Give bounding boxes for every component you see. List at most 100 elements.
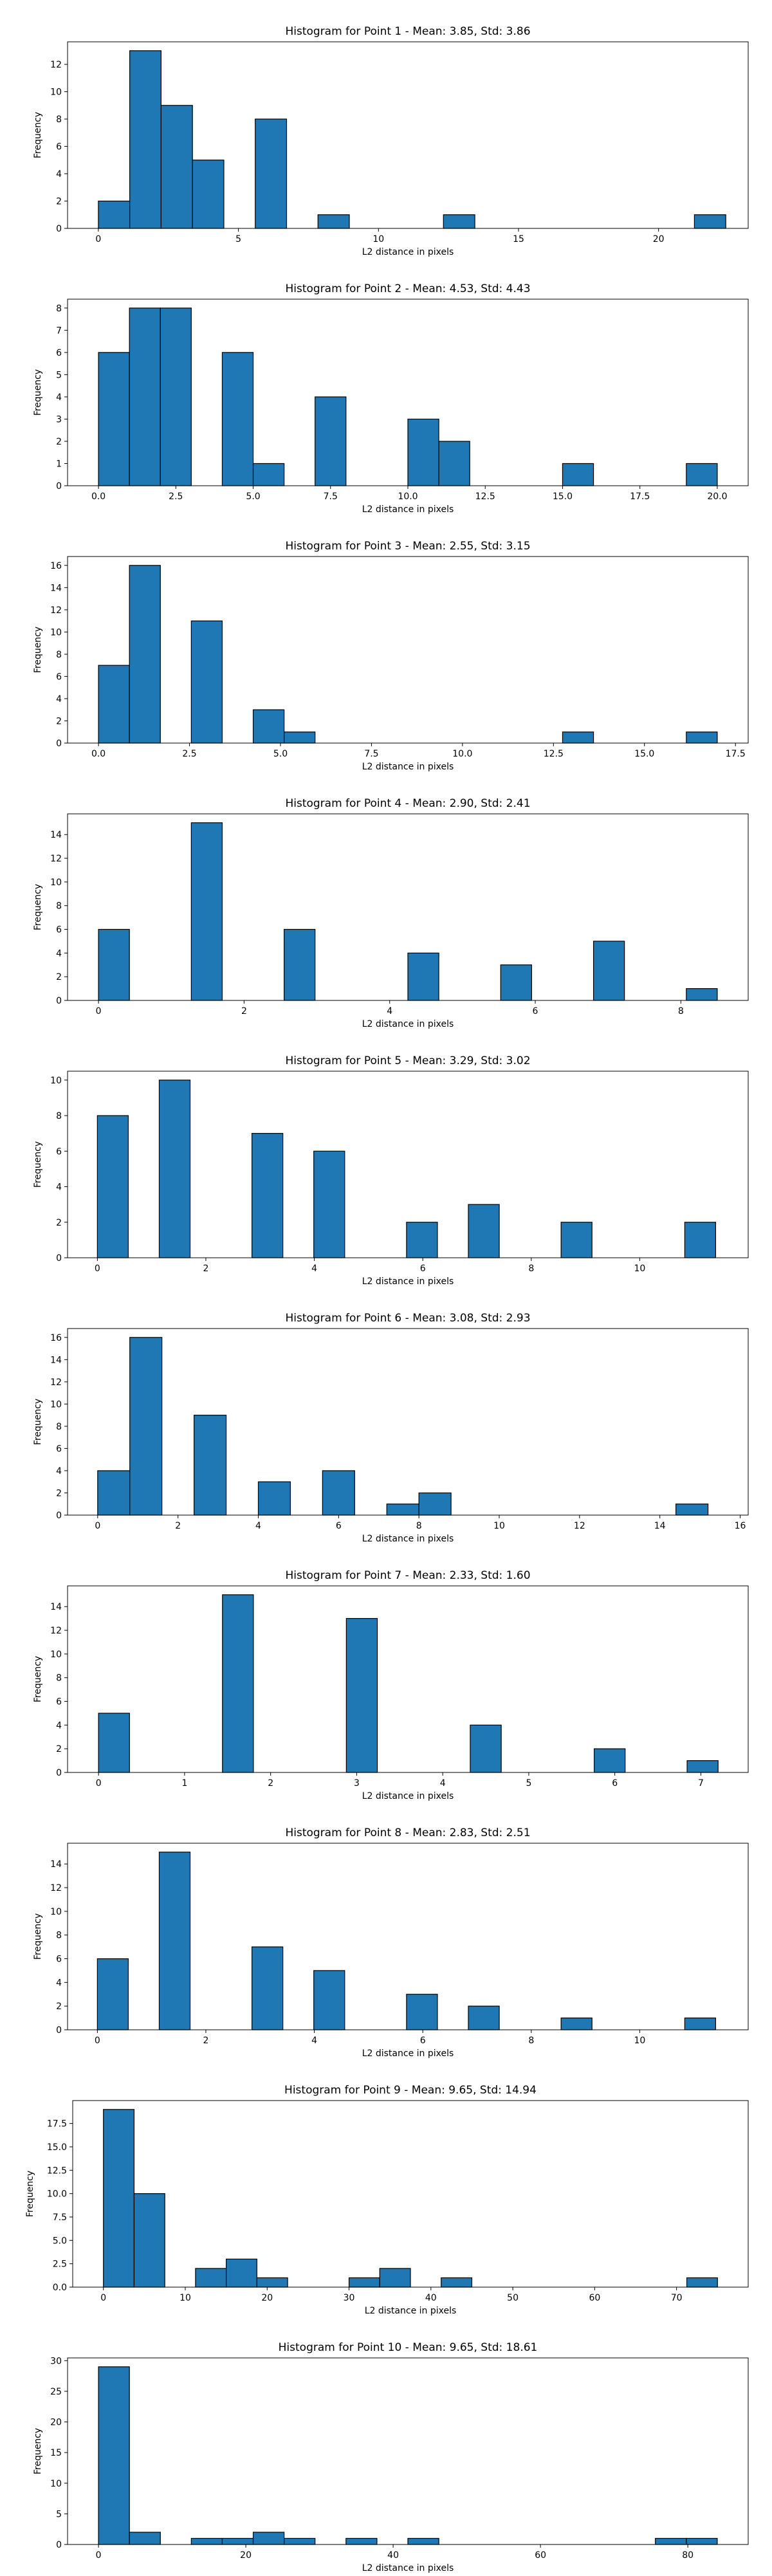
- histogram-bar: [284, 2537, 316, 2545]
- y-axis-label: Frequency: [33, 1141, 43, 1188]
- histogram-bar: [317, 214, 350, 229]
- bars: [103, 2109, 718, 2288]
- x-tick-label: 60: [535, 2550, 546, 2561]
- y-tick-label: 10: [50, 1907, 62, 1917]
- y-axis-label: Frequency: [33, 369, 43, 416]
- histogram-bar: [686, 731, 718, 744]
- y-tick-label: 0: [56, 2540, 62, 2550]
- x-tick-label: 4: [387, 1006, 392, 1017]
- histogram-bar: [406, 1222, 438, 1258]
- histogram-bar: [160, 308, 192, 486]
- y-tick-label: 10: [50, 1399, 62, 1410]
- x-tick-label: 15.0: [634, 749, 654, 759]
- x-tick-label: 7.5: [364, 749, 378, 759]
- histogram-bar: [407, 2537, 439, 2545]
- x-tick-label: 17.5: [726, 749, 746, 759]
- histogram-bar: [158, 1080, 191, 1258]
- y-tick-label: 1: [56, 459, 62, 469]
- y-tick-label: 8: [56, 901, 62, 912]
- bars: [98, 565, 718, 744]
- bars: [98, 1594, 719, 1773]
- histogram-bar: [379, 2268, 411, 2288]
- y-axis-label: Frequency: [33, 1913, 43, 1960]
- y-tick-label: 0.0: [53, 2283, 67, 2293]
- histogram-bar: [222, 1594, 254, 1773]
- y-tick-label: 7: [56, 326, 62, 336]
- y-tick-label: 5: [56, 370, 62, 380]
- x-tick-label: 30: [344, 2293, 355, 2303]
- histogram-bar: [322, 1470, 355, 1516]
- axes-frame: [72, 2100, 749, 2288]
- y-tick-label: 12: [50, 1626, 62, 1636]
- x-tick-label: 2.5: [169, 492, 183, 502]
- x-axis-label: L2 distance in pixels: [362, 1534, 454, 1544]
- x-tick-label: 12.5: [475, 492, 495, 502]
- histogram-bar: [470, 1724, 502, 1773]
- y-tick-label: 0: [56, 1768, 62, 1778]
- histogram-bar: [655, 2537, 687, 2545]
- x-axis-label: L2 distance in pixels: [362, 2563, 454, 2573]
- x-tick-label: 4: [311, 2036, 317, 2046]
- histogram-bar: [562, 731, 594, 744]
- histogram-bar: [686, 988, 718, 1001]
- chart-title: Histogram for Point 7 - Mean: 2.33, Std:…: [285, 1569, 530, 1582]
- x-tick-label: 0: [100, 2293, 106, 2303]
- x-tick-label: 20: [653, 234, 665, 244]
- x-tick-label: 0: [95, 2036, 100, 2046]
- x-tick-label: 2: [241, 1006, 247, 1017]
- y-tick-label: 8: [56, 304, 62, 314]
- y-tick-label: 14: [50, 830, 62, 840]
- histogram-bar: [98, 2366, 130, 2545]
- y-tick-label: 2: [56, 1744, 62, 1754]
- x-tick-label: 0: [95, 1521, 100, 1531]
- bars: [98, 2366, 718, 2545]
- histogram-bar: [313, 1970, 345, 2030]
- y-axis-label: Frequency: [33, 112, 43, 158]
- y-tick-label: 2: [56, 716, 62, 726]
- y-tick-label: 8: [56, 1931, 62, 1941]
- y-tick-label: 2: [56, 972, 62, 982]
- x-tick-label: 10: [179, 2293, 191, 2303]
- y-tick-label: 6: [56, 1697, 62, 1707]
- x-tick-label: 6: [336, 1521, 342, 1531]
- histogram-bar: [221, 352, 254, 486]
- histogram-bar: [257, 1481, 291, 1516]
- histogram-bar: [252, 1133, 284, 1258]
- y-tick-label: 0: [56, 481, 62, 492]
- y-tick-label: 10: [50, 1076, 62, 1086]
- histogram-bar: [98, 928, 130, 1001]
- x-tick-label: 17.5: [630, 492, 650, 502]
- axes-frame: [67, 1585, 749, 1773]
- histogram-bar: [468, 1204, 500, 1258]
- y-axis-label: Frequency: [33, 1399, 43, 1445]
- y-tick-label: 0: [56, 1253, 62, 1264]
- x-tick-label: 2: [203, 1264, 209, 1274]
- x-tick-label: 12: [574, 1521, 585, 1531]
- x-tick-label: 10: [634, 1264, 645, 1274]
- x-tick-label: 15.0: [553, 492, 573, 502]
- y-tick-label: 14: [50, 1355, 62, 1365]
- y-tick-label: 8: [56, 650, 62, 660]
- histogram-bar: [252, 463, 285, 486]
- x-tick-label: 0: [96, 1778, 102, 1789]
- x-axis-label: L2 distance in pixels: [365, 2306, 457, 2316]
- y-tick-label: 4: [56, 1182, 62, 1193]
- histogram-bar: [386, 1504, 419, 1516]
- histogram-bar: [686, 463, 718, 486]
- chart-title: Histogram for Point 4 - Mean: 2.90, Std:…: [285, 797, 530, 810]
- x-tick-label: 5: [235, 234, 241, 244]
- y-tick-label: 15.0: [47, 2142, 67, 2153]
- x-axis-label: L2 distance in pixels: [362, 762, 454, 772]
- x-tick-label: 5: [526, 1778, 531, 1789]
- x-tick-label: 2: [203, 2036, 209, 2046]
- histogram-bar: [129, 2532, 161, 2545]
- y-tick-label: 12.5: [47, 2166, 67, 2176]
- x-tick-label: 14: [654, 1521, 666, 1531]
- y-tick-label: 5.0: [53, 2236, 67, 2246]
- y-tick-label: 12: [50, 1883, 62, 1893]
- y-tick-label: 12: [50, 60, 62, 70]
- y-tick-label: 0: [56, 996, 62, 1006]
- y-tick-label: 10: [50, 87, 62, 98]
- y-axis-label: Frequency: [33, 1656, 43, 1702]
